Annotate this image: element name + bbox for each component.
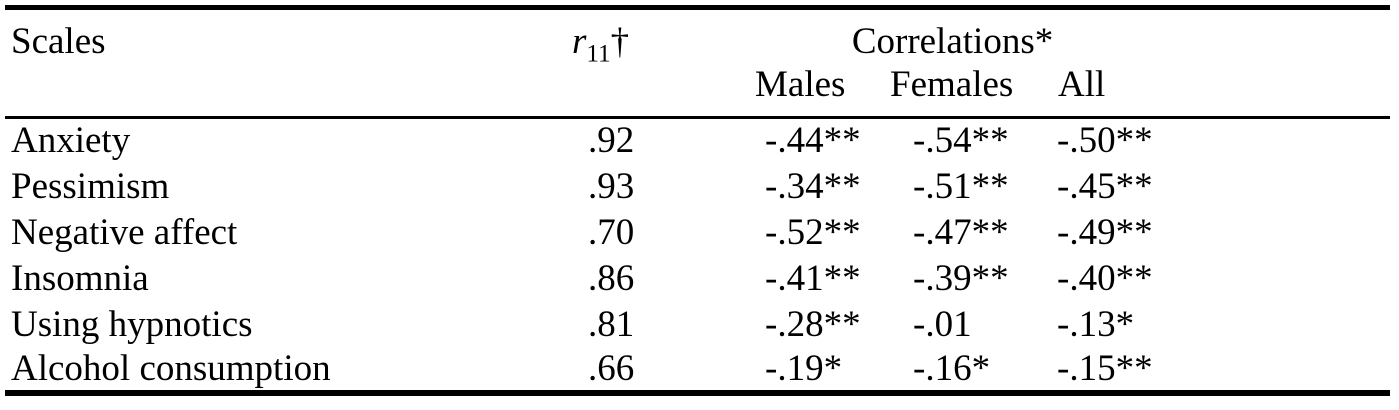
all-correlation-cell: -.49** bbox=[1057, 211, 1153, 253]
table-row: Using hypnotics .81 -.28** -.01 -.13* bbox=[5, 301, 1390, 347]
r11-value-cell: .70 bbox=[588, 211, 635, 253]
males-correlation-cell: -.41** bbox=[765, 257, 861, 299]
column-group-header-correlations: Correlations* bbox=[851, 21, 1054, 62]
table-body: Anxiety .92 -.44** -.54** -.50** Pessimi… bbox=[5, 117, 1390, 393]
table-row: Anxiety .92 -.44** -.54** -.50** bbox=[5, 117, 1390, 163]
all-correlation-cell: -.13* bbox=[1057, 303, 1135, 345]
r11-value-cell: .93 bbox=[588, 165, 635, 207]
dagger-footnote-marker: † bbox=[610, 21, 630, 62]
row-spacer-cell bbox=[1175, 209, 1390, 255]
scale-name-cell: Insomnia bbox=[11, 257, 149, 299]
row-spacer-cell bbox=[1175, 301, 1390, 347]
females-correlation-cell: -.16* bbox=[913, 348, 991, 389]
column-header-all: All bbox=[1025, 63, 1176, 119]
all-correlation-cell: -.40** bbox=[1057, 257, 1153, 299]
all-correlation-cell: -.50** bbox=[1057, 120, 1153, 162]
table-row: Insomnia .86 -.41** -.39** -.40** bbox=[5, 255, 1390, 301]
column-header-females: Females bbox=[880, 63, 1025, 119]
table-row: Alcohol consumption .66 -.19* -.16* -.15… bbox=[5, 347, 1390, 393]
correlations-table: Scales r11† Correlations* Males Females … bbox=[5, 5, 1390, 396]
r11-symbol: r bbox=[572, 21, 587, 62]
males-correlation-cell: -.28** bbox=[765, 303, 861, 345]
r11-value-cell: .81 bbox=[588, 303, 635, 345]
males-correlation-cell: -.52** bbox=[765, 211, 861, 253]
header-row-top: Scales r11† Correlations* bbox=[5, 7, 1390, 119]
r11-value-cell: .92 bbox=[588, 120, 635, 162]
column-header-males: Males bbox=[730, 63, 880, 119]
r11-value-cell: .66 bbox=[588, 348, 635, 389]
r11-subscript: 11 bbox=[586, 40, 611, 68]
table-row: Negative affect .70 -.52** -.47** -.49** bbox=[5, 209, 1390, 255]
scale-name-cell: Anxiety bbox=[11, 120, 131, 162]
column-header-scales: Scales bbox=[5, 7, 555, 119]
females-correlation-cell: -.01 bbox=[913, 303, 972, 345]
r11-value-cell: .86 bbox=[588, 257, 635, 299]
males-correlation-cell: -.19* bbox=[765, 348, 843, 389]
row-spacer-cell bbox=[1175, 117, 1390, 163]
header-spacer-cell bbox=[1175, 7, 1390, 119]
females-correlation-cell: -.47** bbox=[913, 211, 1009, 253]
scale-name-cell: Pessimism bbox=[11, 165, 170, 207]
table-row: Pessimism .93 -.34** -.51** -.45** bbox=[5, 163, 1390, 209]
females-correlation-cell: -.54** bbox=[913, 120, 1009, 162]
header-row-sub: Males Females All bbox=[5, 63, 1390, 119]
row-spacer-cell bbox=[1175, 347, 1390, 393]
females-correlation-cell: -.39** bbox=[913, 257, 1009, 299]
females-correlation-cell: -.51** bbox=[913, 165, 1009, 207]
males-correlation-cell: -.34** bbox=[765, 165, 861, 207]
all-correlation-cell: -.45** bbox=[1057, 165, 1153, 207]
table-header: Scales r11† Correlations* Males Females … bbox=[5, 7, 1390, 119]
scale-name-cell: Negative affect bbox=[11, 211, 238, 253]
scale-name-cell: Alcohol consumption bbox=[11, 348, 331, 389]
males-correlation-cell: -.44** bbox=[765, 120, 861, 162]
all-correlation-cell: -.15** bbox=[1057, 348, 1153, 389]
scale-name-cell: Using hypnotics bbox=[11, 303, 253, 345]
row-spacer-cell bbox=[1175, 255, 1390, 301]
column-header-r11: r11† bbox=[555, 7, 730, 119]
row-spacer-cell bbox=[1175, 163, 1390, 209]
